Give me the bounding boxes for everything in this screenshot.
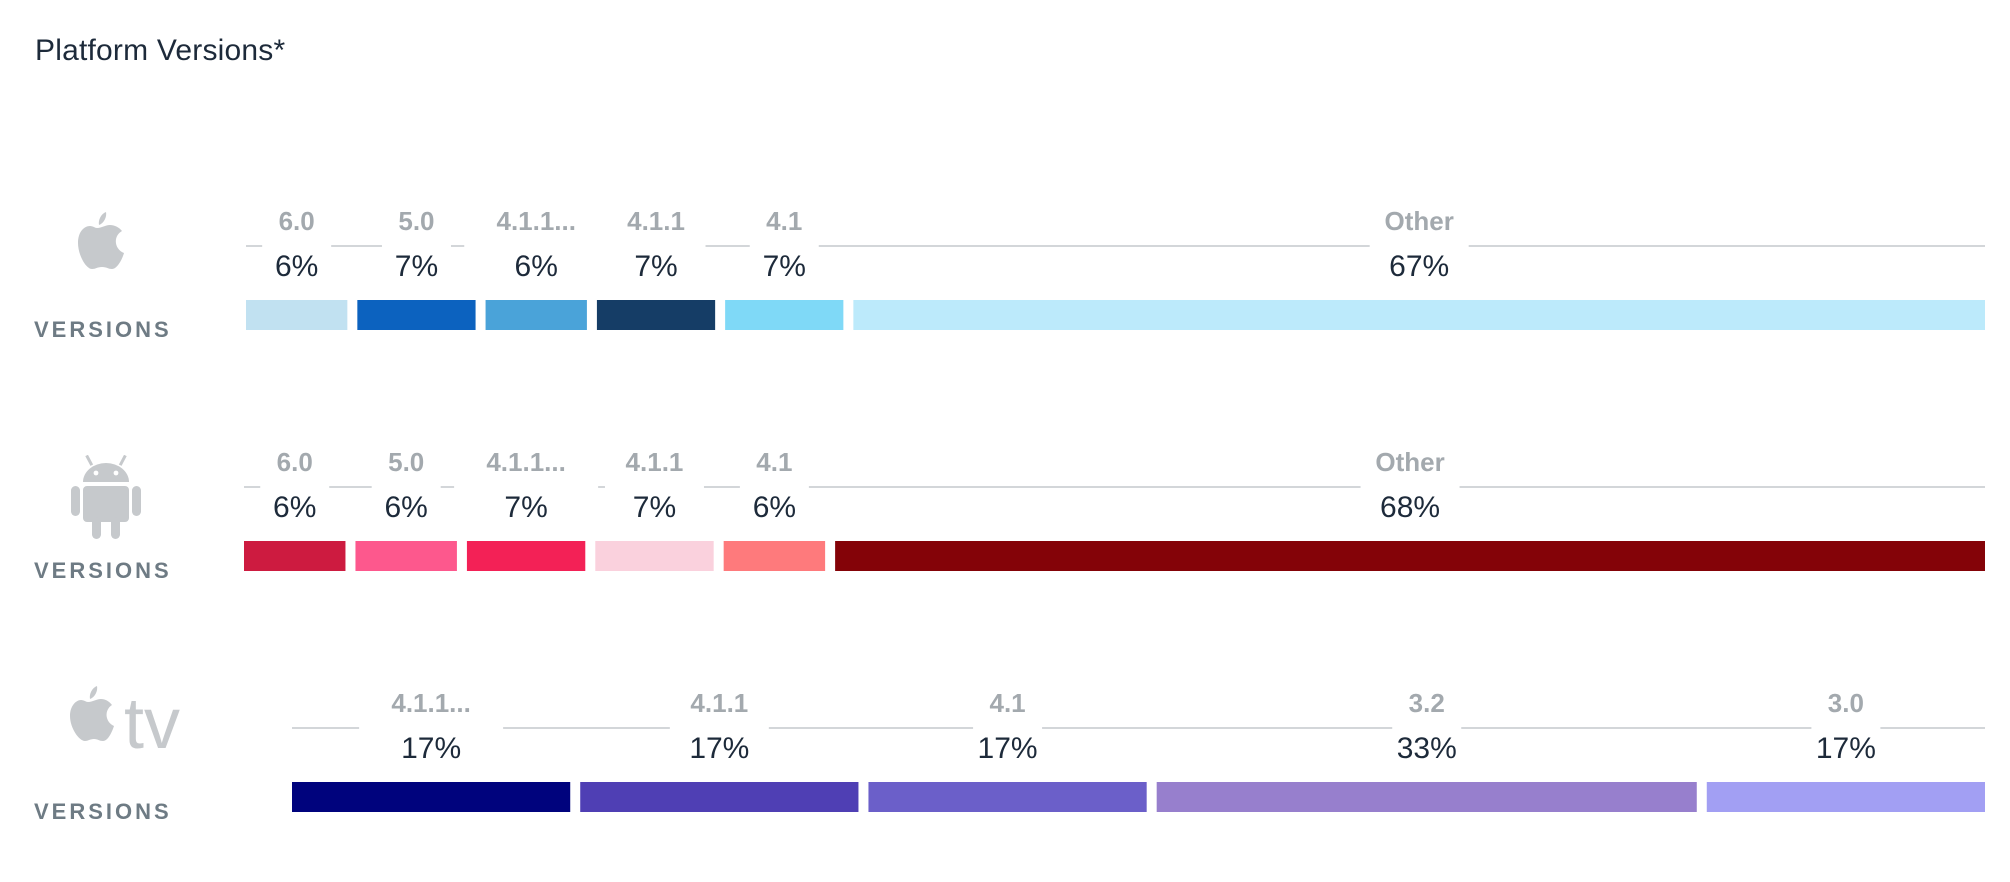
version-label: 6.0: [279, 206, 315, 236]
version-bar-segment[interactable]: [355, 541, 457, 571]
percentage-label: 6%: [275, 250, 318, 283]
percentage-label: 6%: [753, 491, 796, 524]
label-background: [606, 236, 706, 256]
percentage-label: 67%: [1389, 250, 1449, 283]
version-bar-segment[interactable]: [1706, 782, 1985, 812]
label-background: [262, 236, 332, 256]
label-background: [749, 236, 819, 256]
version-label: 4.1.1: [626, 447, 684, 477]
label-background: [371, 477, 441, 497]
tv-platform-row: tv VERSIONS 4.1.1... 17% 4.1.1 17% 4.1 17% 3.2…: [0, 682, 2010, 882]
version-label: 3.2: [1409, 688, 1445, 718]
version-label: Other: [1385, 206, 1454, 236]
version-label: 3.0: [1828, 688, 1864, 718]
ios-version-chart: 6.0 6% 5.0 7% 4.1.1... 6% 4.1.1 7% 4.1 7% Other 67%: [246, 206, 1985, 330]
android-versions-label: VERSIONS: [34, 558, 172, 583]
version-label: 4.1.1...: [391, 688, 471, 718]
percentage-label: 17%: [978, 732, 1038, 765]
version-label: 4.1.1...: [486, 447, 566, 477]
version-label: Other: [1375, 447, 1444, 477]
tv-versions-label: VERSIONS: [34, 799, 172, 824]
version-label: 4.1.1: [627, 206, 685, 236]
version-bar-segment[interactable]: [246, 300, 348, 330]
version-bar-segment[interactable]: [835, 541, 1985, 571]
percentage-label: 33%: [1397, 732, 1457, 765]
label-background: [454, 477, 599, 497]
ios-versions-label: VERSIONS: [34, 317, 172, 342]
tv-text: tv: [124, 684, 180, 752]
label-background: [381, 236, 451, 256]
version-label: 4.1: [766, 206, 802, 236]
version-bar-segment[interactable]: [292, 782, 571, 812]
android-version-chart: 6.0 6% 5.0 6% 4.1.1... 7% 4.1.1 7% 4.1 6% Other 68%: [244, 447, 1985, 571]
version-bar-segment[interactable]: [596, 300, 716, 330]
percentage-label: 17%: [689, 732, 749, 765]
percentage-label: 17%: [401, 732, 461, 765]
label-background: [260, 477, 330, 497]
version-bar-segment[interactable]: [725, 300, 844, 330]
percentage-label: 7%: [395, 250, 438, 283]
percentage-label: 17%: [1816, 732, 1876, 765]
version-bar-segment[interactable]: [485, 300, 587, 330]
version-label: 4.1.1...: [496, 206, 576, 236]
android-platform-row: VERSIONS 6.0 6% 5.0 6% 4.1.1... 7% 4.1.1 7% 4.1 6…: [0, 441, 2010, 641]
label-background: [464, 236, 609, 256]
percentage-label: 6%: [385, 491, 428, 524]
label-background: [604, 477, 704, 497]
tv-version-chart: 4.1.1... 17% 4.1.1 17% 4.1 17% 3.2 33% 3.0 17%: [292, 688, 1985, 812]
version-label: 4.1: [989, 688, 1025, 718]
version-bar-segment[interactable]: [723, 541, 826, 571]
version-bar-segment[interactable]: [1156, 782, 1697, 812]
label-background: [1811, 718, 1881, 738]
label-background: [1360, 477, 1460, 497]
page-title: Platform Versions*: [35, 34, 286, 67]
percentage-label: 6%: [515, 250, 558, 283]
version-label: 5.0: [388, 447, 424, 477]
ios-platform-row: VERSIONS 6.0 6% 5.0 7% 4.1.1... 6% 4.1.1 7% 4.1 7…: [0, 200, 2010, 400]
version-bar-segment[interactable]: [244, 541, 346, 571]
percentage-label: 7%: [504, 491, 547, 524]
apple-icon: [78, 212, 124, 269]
version-bar-segment[interactable]: [580, 782, 859, 812]
label-background: [739, 477, 809, 497]
version-bar-segment[interactable]: [357, 300, 476, 330]
version-label: 4.1.1: [690, 688, 748, 718]
label-background: [359, 718, 504, 738]
percentage-label: 7%: [634, 250, 677, 283]
label-background: [973, 718, 1043, 738]
version-label: 6.0: [277, 447, 313, 477]
percentage-label: 7%: [763, 250, 806, 283]
version-bar-segment[interactable]: [466, 541, 586, 571]
percentage-label: 68%: [1380, 491, 1440, 524]
apple-tv-icon: tv: [70, 684, 180, 752]
version-bar-segment[interactable]: [868, 782, 1147, 812]
percentage-label: 7%: [633, 491, 676, 524]
label-background: [669, 718, 769, 738]
percentage-label: 6%: [273, 491, 316, 524]
version-bar-segment[interactable]: [853, 300, 1985, 330]
version-label: 4.1: [756, 447, 792, 477]
android-icon: [71, 455, 141, 539]
version-bar-segment[interactable]: [595, 541, 714, 571]
label-background: [1392, 718, 1462, 738]
label-background: [1369, 236, 1469, 256]
version-label: 5.0: [398, 206, 434, 236]
